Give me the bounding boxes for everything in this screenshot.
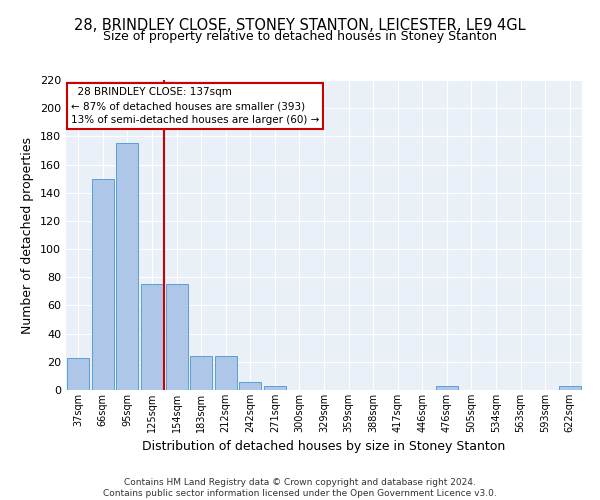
Bar bbox=[239, 382, 262, 390]
Bar bbox=[190, 356, 212, 390]
Bar bbox=[166, 284, 188, 390]
Y-axis label: Number of detached properties: Number of detached properties bbox=[22, 136, 34, 334]
Bar bbox=[264, 386, 286, 390]
Bar bbox=[559, 386, 581, 390]
Bar bbox=[436, 386, 458, 390]
Text: Contains HM Land Registry data © Crown copyright and database right 2024.
Contai: Contains HM Land Registry data © Crown c… bbox=[103, 478, 497, 498]
Text: 28, BRINDLEY CLOSE, STONEY STANTON, LEICESTER, LE9 4GL: 28, BRINDLEY CLOSE, STONEY STANTON, LEIC… bbox=[74, 18, 526, 32]
Bar bbox=[215, 356, 237, 390]
Text: Size of property relative to detached houses in Stoney Stanton: Size of property relative to detached ho… bbox=[103, 30, 497, 43]
Bar bbox=[116, 144, 139, 390]
Bar bbox=[141, 284, 163, 390]
Bar bbox=[92, 178, 114, 390]
Text: 28 BRINDLEY CLOSE: 137sqm  
← 87% of detached houses are smaller (393)
13% of se: 28 BRINDLEY CLOSE: 137sqm ← 87% of detac… bbox=[71, 87, 319, 125]
X-axis label: Distribution of detached houses by size in Stoney Stanton: Distribution of detached houses by size … bbox=[142, 440, 506, 454]
Bar bbox=[67, 358, 89, 390]
